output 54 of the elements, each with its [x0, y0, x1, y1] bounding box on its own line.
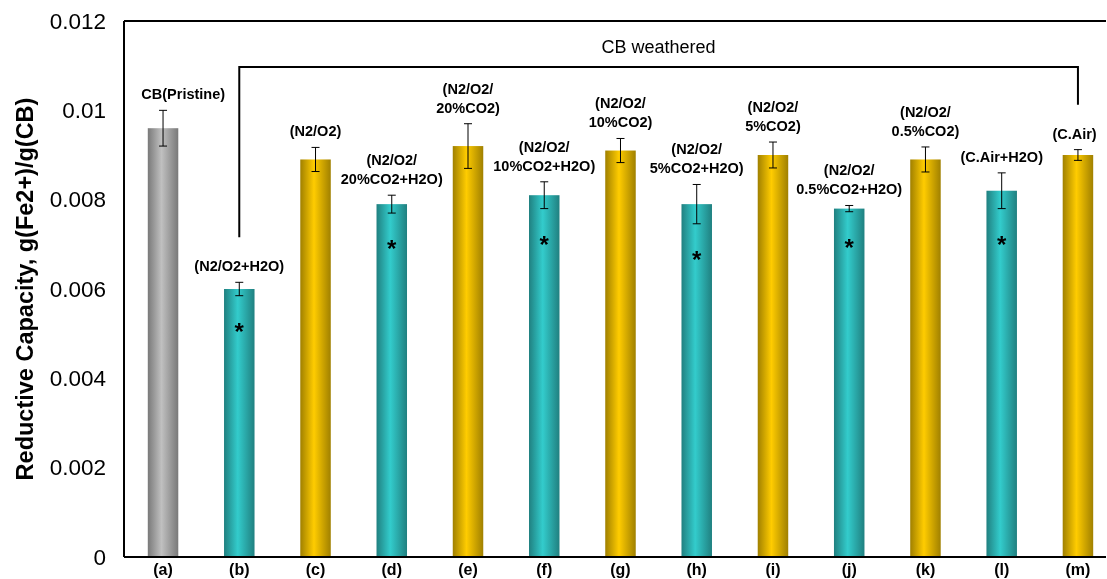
x-tick-label: (k) [915, 561, 936, 578]
x-tick-label: (m) [1065, 561, 1091, 578]
bar [605, 150, 636, 557]
y-tick-label: 0.006 [49, 276, 106, 302]
annotation: (N2/O2/ 10%CO2) [588, 95, 653, 131]
annotation: * [844, 233, 855, 261]
annotation: * [539, 230, 550, 258]
bar [1062, 155, 1094, 557]
annotation: (C.Air+H2O) [960, 148, 1044, 165]
annotation: (C.Air) [1052, 125, 1097, 142]
x-tick-label: (j) [841, 561, 857, 578]
y-tick-label: 0.004 [49, 365, 106, 391]
x-tick-label: (f) [536, 561, 553, 578]
annotation: (N2/O2/ 5%CO2+H2O) [649, 141, 744, 177]
y-tick-label: 0.002 [49, 455, 106, 481]
y-tick-label: 0.008 [49, 187, 106, 213]
x-tick-label: (i) [765, 561, 781, 578]
annotation: (N2/O2/ 5%CO2) [745, 99, 801, 135]
annotation: (N2/O2/ 0.5%CO2) [891, 103, 960, 139]
annotation: * [387, 234, 398, 262]
x-tick-label: (g) [610, 561, 631, 578]
bar [757, 155, 789, 557]
x-tick-label: (e) [458, 561, 478, 578]
x-tick-label: (c) [305, 561, 326, 578]
annotation: * [234, 317, 245, 345]
y-tick-label: 0.01 [62, 97, 106, 123]
annotation: CB weathered [601, 37, 716, 57]
x-tick-label: (a) [153, 561, 173, 578]
annotation: * [997, 230, 1008, 258]
x-tick-label: (l) [994, 561, 1010, 578]
x-tick-label: (d) [381, 561, 402, 578]
bar [833, 208, 865, 557]
bar [452, 146, 484, 557]
x-tick-label: (b) [229, 561, 250, 578]
x-tick-label: (h) [686, 561, 707, 578]
bar [224, 289, 255, 557]
y-tick-label: 0 [93, 544, 106, 570]
annotation: (N2/O2) [289, 123, 342, 140]
annotation: (N2/O2/ 20%CO2) [436, 80, 500, 116]
y-tick-label: 0.012 [49, 8, 106, 34]
bar [300, 159, 331, 557]
annotation: (N2/O2/ 20%CO2+H2O) [340, 152, 443, 188]
bar [376, 204, 408, 557]
y-axis-title: Reductive Capacity, g(Fe2+)/g(CB) [12, 97, 38, 481]
annotation: (N2/O2/ 10%CO2+H2O) [493, 138, 596, 174]
bar [910, 159, 941, 557]
bar [147, 128, 179, 557]
bar [681, 204, 712, 557]
bar [529, 195, 560, 557]
annotation: CB(Pristine) [141, 86, 226, 103]
annotation: (N2/O2/ 0.5%CO2+H2O) [796, 162, 903, 198]
annotation: (N2/O2+H2O) [194, 258, 285, 275]
annotation: * [692, 245, 703, 273]
bar [986, 190, 1017, 557]
